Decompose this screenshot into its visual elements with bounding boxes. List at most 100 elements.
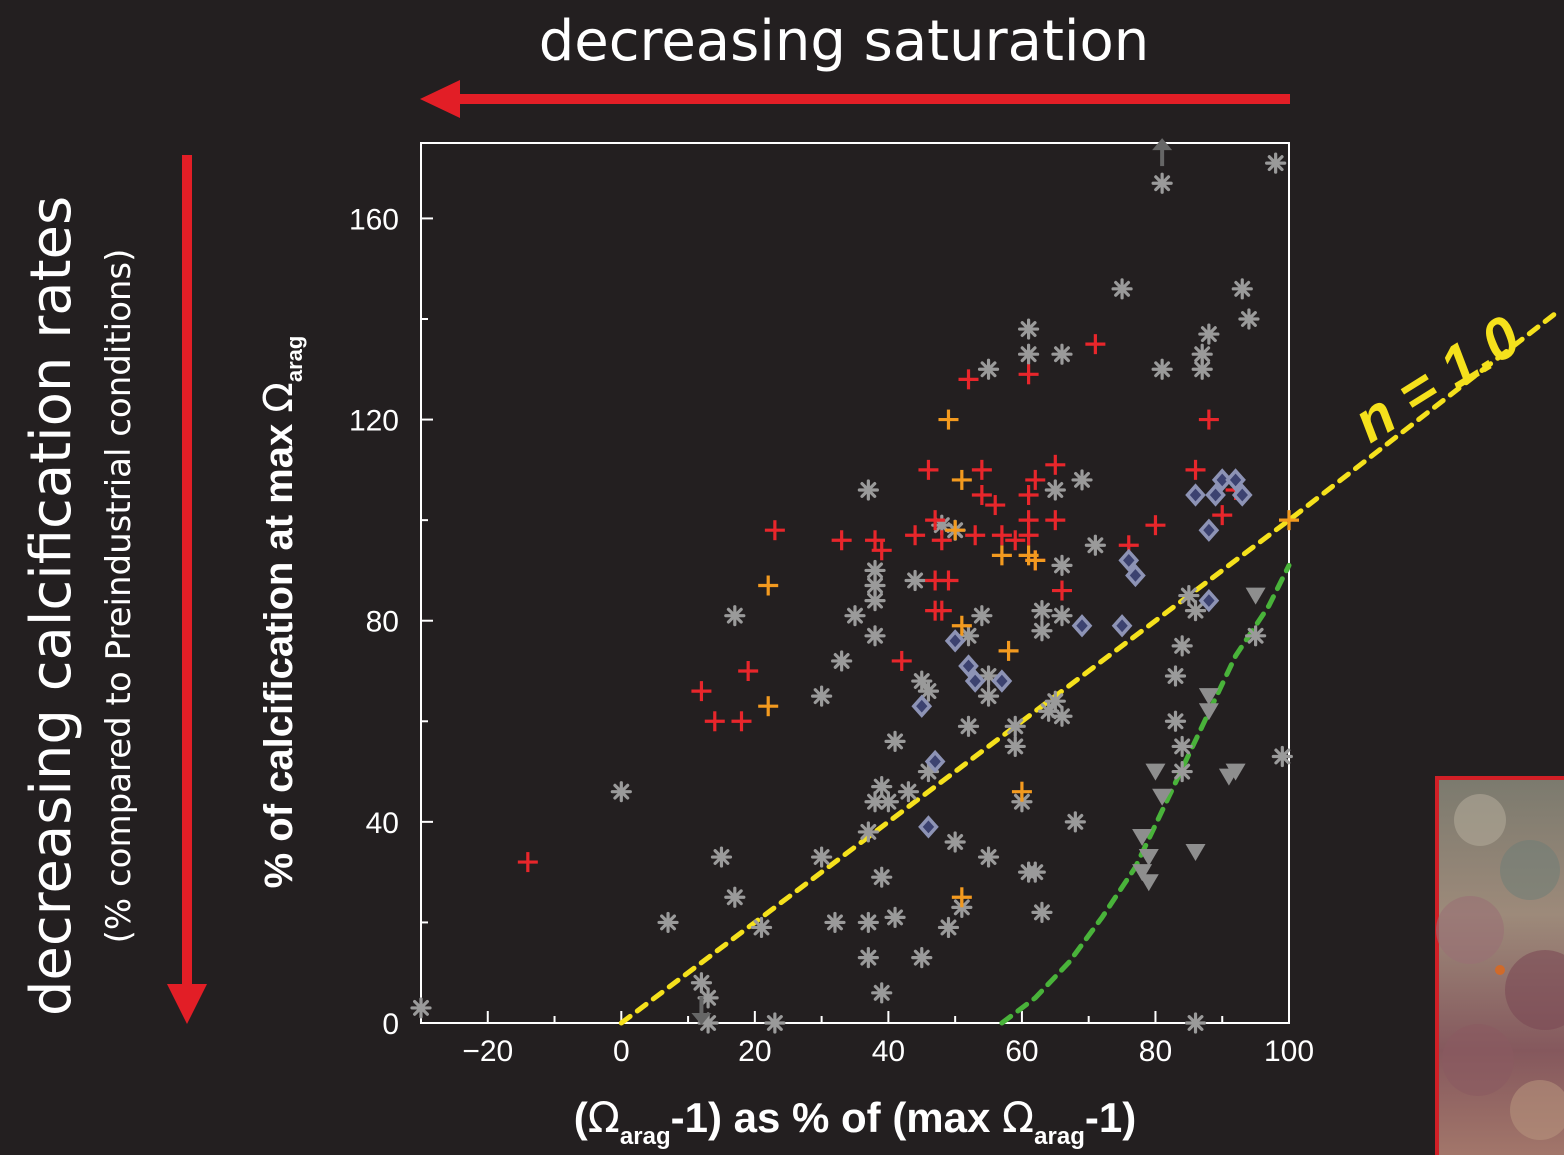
point-asterisk bbox=[1151, 172, 1173, 194]
point-plus-red bbox=[865, 530, 886, 551]
point-asterisk bbox=[864, 574, 886, 597]
y-label-sub: arag bbox=[282, 336, 307, 382]
point-plus-orange bbox=[998, 640, 1019, 661]
point-diamond bbox=[911, 694, 933, 718]
point-asterisk bbox=[1031, 901, 1053, 923]
point-asterisk bbox=[1164, 665, 1187, 687]
x-axis-label: (Ωarag-1) as % of (max Ωarag-1) bbox=[574, 1093, 1136, 1150]
top-label: decreasing saturation bbox=[539, 9, 1149, 74]
x-label-omega: Ω bbox=[588, 1093, 620, 1142]
point-asterisk bbox=[1017, 318, 1040, 340]
point-plus-orange bbox=[951, 887, 972, 908]
point-asterisk bbox=[857, 947, 879, 969]
point-asterisk bbox=[831, 650, 853, 672]
point-asterisk bbox=[977, 358, 1000, 380]
point-asterisk bbox=[1051, 605, 1073, 627]
point-asterisk bbox=[1044, 690, 1066, 712]
point-plus-red bbox=[958, 369, 979, 390]
offscale-arrows bbox=[691, 138, 1173, 1025]
point-plus-red bbox=[891, 650, 912, 671]
point-plus-red bbox=[1025, 469, 1046, 490]
saturation-arrow-head bbox=[420, 80, 460, 118]
offscale-arrow-down bbox=[691, 996, 712, 1025]
point-diamond bbox=[1231, 483, 1253, 507]
point-plus-red bbox=[691, 681, 712, 702]
point-asterisk bbox=[1111, 278, 1133, 300]
point-plus-red bbox=[517, 852, 538, 873]
offscale-arrow-up bbox=[1152, 138, 1173, 167]
x-tick-label: 20 bbox=[738, 1035, 771, 1068]
point-asterisk bbox=[1171, 760, 1193, 783]
point-plus-red bbox=[971, 459, 992, 480]
point-plus-red bbox=[1085, 334, 1106, 355]
point-asterisk bbox=[844, 605, 866, 627]
point-asterisk bbox=[937, 916, 960, 939]
point-diamond bbox=[1125, 563, 1146, 588]
point-asterisk bbox=[944, 831, 966, 853]
point-plus-orange bbox=[945, 520, 966, 541]
point-diamond bbox=[918, 815, 939, 839]
point-asterisk bbox=[897, 781, 920, 803]
point-asterisk bbox=[710, 846, 733, 868]
point-asterisk bbox=[811, 685, 833, 707]
axis-ticks: −20 0 20 40 60 80 100 0 40 80 120 160 bbox=[349, 203, 1314, 1068]
point-asterisk bbox=[1024, 861, 1046, 883]
point-diamond bbox=[944, 629, 966, 653]
point-plus-red bbox=[1045, 510, 1066, 531]
point-triangle bbox=[1132, 828, 1153, 846]
point-asterisk bbox=[1031, 620, 1053, 642]
point-plus-orange bbox=[1011, 781, 1032, 802]
point-plus-red bbox=[1198, 409, 1219, 430]
point-asterisk bbox=[1004, 735, 1026, 758]
x-tick-label: 40 bbox=[872, 1035, 905, 1068]
fit-line-yellow bbox=[618, 310, 1559, 1026]
point-plus-red bbox=[704, 711, 725, 732]
point-asterisk bbox=[690, 972, 713, 994]
point-plus-orange bbox=[991, 545, 1012, 566]
point-plus-red bbox=[1005, 530, 1026, 551]
point-asterisk bbox=[864, 791, 886, 813]
point-plus-red bbox=[931, 530, 952, 551]
point-triangle bbox=[1138, 849, 1159, 867]
x-tick-label: 60 bbox=[1005, 1035, 1038, 1068]
point-plus-red bbox=[1051, 580, 1072, 601]
point-plus-red bbox=[938, 570, 959, 591]
y-label-omega: Ω bbox=[256, 382, 302, 413]
point-asterisk bbox=[824, 911, 846, 934]
point-plus-red bbox=[738, 661, 759, 681]
point-plus-red bbox=[1018, 525, 1039, 546]
data-points bbox=[410, 152, 1299, 1034]
y-tick-label: 160 bbox=[349, 203, 399, 236]
x-label-omega2: Ω bbox=[1002, 1093, 1034, 1142]
point-asterisk bbox=[871, 776, 893, 798]
point-diamond bbox=[1198, 588, 1220, 613]
point-asterisk bbox=[977, 685, 1000, 707]
point-plus-red bbox=[925, 510, 946, 531]
point-asterisk bbox=[877, 791, 899, 813]
point-diamond bbox=[1071, 614, 1093, 638]
point-asterisk bbox=[864, 625, 886, 647]
point-asterisk bbox=[1044, 479, 1066, 501]
point-asterisk bbox=[1151, 358, 1173, 380]
point-triangle bbox=[1198, 688, 1219, 706]
point-plus-orange bbox=[951, 469, 972, 490]
x-tick-label: 100 bbox=[1264, 1035, 1314, 1068]
point-asterisk bbox=[1017, 343, 1040, 365]
point-diamond bbox=[1211, 468, 1233, 492]
point-asterisk bbox=[864, 559, 886, 582]
point-plus-red bbox=[971, 485, 992, 505]
point-plus-orange bbox=[1025, 550, 1046, 571]
point-diamond bbox=[1118, 548, 1140, 573]
point-diamond bbox=[991, 669, 1013, 693]
point-triangle bbox=[1225, 763, 1246, 781]
y-tick-label: 80 bbox=[366, 606, 399, 639]
point-asterisk bbox=[1198, 323, 1220, 345]
point-asterisk bbox=[410, 997, 432, 1019]
point-asterisk bbox=[1031, 600, 1053, 622]
point-asterisk bbox=[1084, 534, 1106, 556]
x-label-mid: -1) as % of (max bbox=[671, 1094, 1002, 1141]
point-asterisk bbox=[977, 846, 1000, 868]
point-plus-red bbox=[1045, 454, 1066, 475]
point-plus-red bbox=[731, 711, 752, 732]
